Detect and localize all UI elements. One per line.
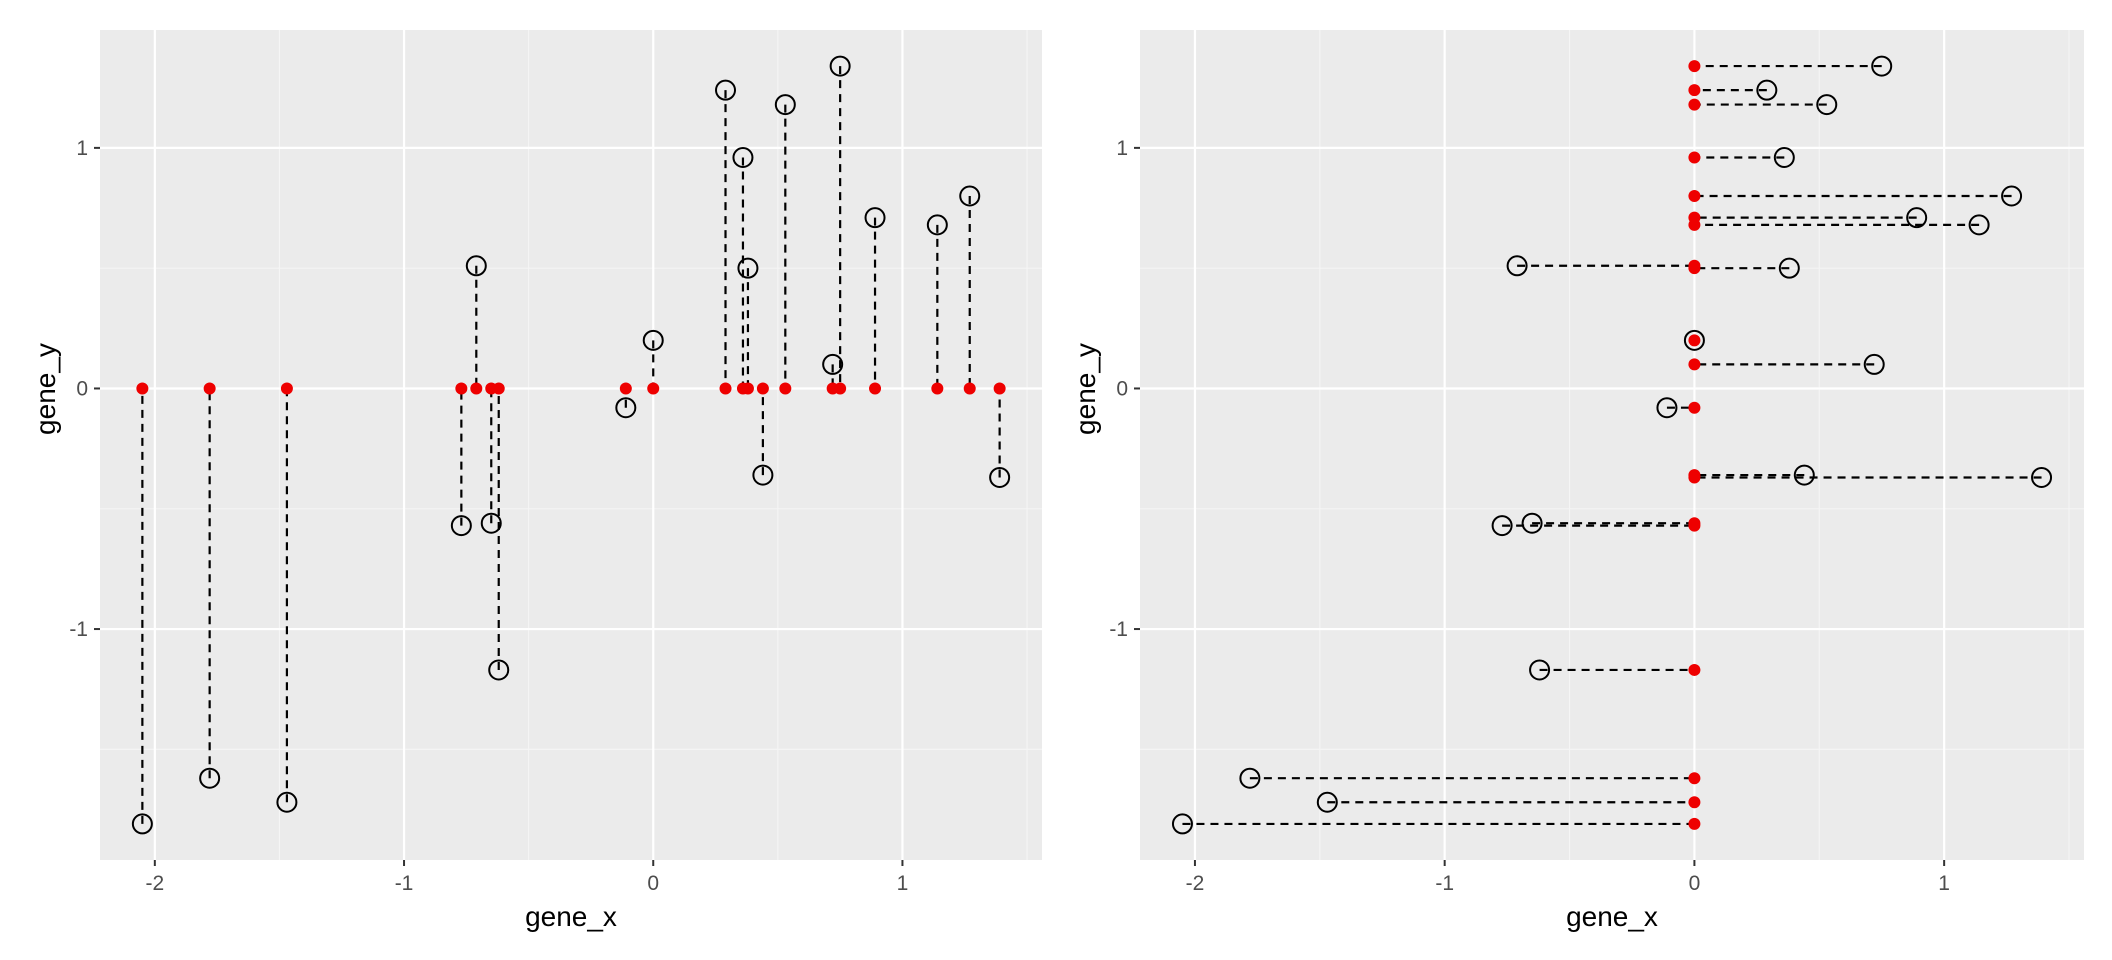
original-point (1816, 94, 1838, 116)
y-axis-title-left: gene_y (30, 343, 61, 435)
projected-point (834, 382, 847, 395)
original-point (2031, 466, 2053, 488)
original-point (864, 207, 886, 229)
projected-point (1688, 98, 1701, 111)
original-point (1863, 353, 1885, 375)
original-point (1793, 464, 1815, 486)
projected-point (741, 382, 754, 395)
y-tick-label: 0 (76, 377, 88, 400)
original-point (752, 464, 774, 486)
x-tick-label: -1 (1435, 872, 1454, 895)
projected-point (1688, 401, 1701, 414)
original-point (926, 214, 948, 236)
x-tick-label: -2 (145, 872, 164, 895)
projected-point (1688, 663, 1701, 676)
original-point (989, 466, 1011, 488)
original-point (737, 257, 759, 279)
projected-point (963, 382, 976, 395)
projected-point (203, 382, 216, 395)
projected-point (1688, 358, 1701, 371)
y-tick-label: -1 (1109, 618, 1128, 641)
original-point (822, 353, 844, 375)
y-tick-label: 0 (1116, 377, 1128, 400)
x-axis-title-left: gene_x (525, 901, 617, 932)
original-point (1316, 791, 1338, 813)
projected-point (993, 382, 1006, 395)
y-axis-title-right: gene_y (1070, 343, 1101, 435)
projected-point (619, 382, 632, 395)
original-point (276, 791, 298, 813)
projected-point (1688, 262, 1701, 275)
x-tick-label: 0 (1689, 872, 1701, 895)
original-point (1773, 147, 1795, 169)
projected-point (869, 382, 882, 395)
original-point (1491, 515, 1513, 537)
projected-point (779, 382, 792, 395)
original-point (131, 813, 153, 835)
projected-point (1688, 334, 1701, 347)
original-point (829, 55, 851, 77)
original-point (959, 185, 981, 207)
projected-point (1688, 151, 1701, 164)
original-point (1506, 255, 1528, 277)
original-point (450, 515, 472, 537)
projected-point (756, 382, 769, 395)
projected-point (1688, 817, 1701, 830)
original-point (1171, 813, 1193, 835)
original-point (1529, 659, 1551, 681)
original-point (1871, 55, 1893, 77)
original-point (480, 512, 502, 534)
y-tick-label: 1 (76, 137, 88, 160)
original-point (199, 767, 221, 789)
original-point (465, 255, 487, 277)
x-tick-label: 0 (647, 872, 659, 895)
projected-point (280, 382, 293, 395)
original-point (1778, 257, 1800, 279)
right-projection-plot: -2 -1 0 1 -1 0 1 gene_x gene_y (1070, 30, 2084, 932)
projected-point (1688, 772, 1701, 785)
projected-point (1688, 218, 1701, 231)
x-tick-label: 1 (1938, 872, 1950, 895)
original-point (1683, 329, 1705, 351)
projected-point (1688, 517, 1701, 530)
y-tick-label: 1 (1116, 137, 1128, 160)
projected-point (931, 382, 944, 395)
projected-point (1688, 796, 1701, 809)
left-projection-plot: -2 -1 0 1 -1 0 1 gene_x gene_y (30, 30, 1042, 932)
panel-background-left (100, 30, 1042, 860)
original-point (1521, 512, 1543, 534)
original-point (774, 94, 796, 116)
original-point (1968, 214, 1990, 236)
projected-point (1688, 190, 1701, 202)
x-tick-label: -1 (395, 872, 414, 895)
projected-point (647, 382, 660, 395)
x-tick-label: 1 (897, 872, 909, 895)
projected-point (136, 382, 149, 395)
panel-background-right (1140, 30, 2084, 860)
projected-point (455, 382, 468, 395)
original-point (732, 147, 754, 169)
projected-point (1688, 60, 1701, 73)
projected-point (492, 382, 505, 395)
original-point (715, 79, 737, 101)
original-point (1656, 397, 1678, 419)
projected-point (1688, 471, 1701, 484)
projected-point (470, 382, 483, 395)
projected-point (1688, 84, 1701, 97)
original-point (1756, 79, 1778, 101)
original-point (2001, 185, 2023, 207)
plot-area-right: -2 -1 0 1 -1 0 1 (1109, 30, 2084, 895)
original-point (488, 659, 510, 681)
original-point (1906, 207, 1928, 229)
original-point (615, 397, 637, 419)
original-point (1239, 767, 1261, 789)
y-tick-label: -1 (69, 618, 88, 641)
projected-point (719, 382, 732, 395)
original-point (642, 329, 664, 351)
x-tick-label: -2 (1186, 872, 1205, 895)
x-axis-title-right: gene_x (1566, 901, 1658, 932)
plot-area-left: -2 -1 0 1 -1 0 1 (69, 30, 1042, 895)
